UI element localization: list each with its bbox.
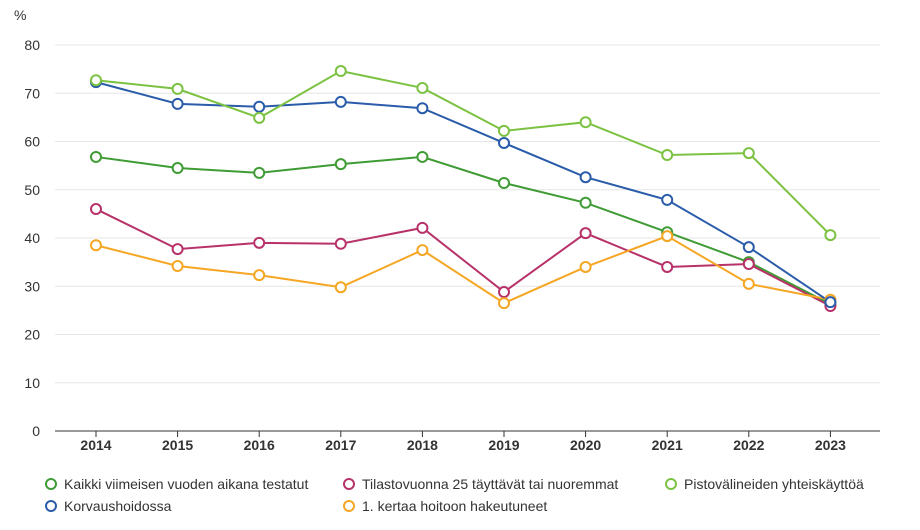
series-line	[95, 81, 831, 304]
legend-marker-icon	[45, 478, 57, 490]
legend-label: Pistovälineiden yhteiskäyttöä	[684, 476, 864, 492]
y-tick-label: 70	[24, 85, 40, 101]
legend-marker-icon	[343, 478, 355, 490]
data-point	[253, 100, 266, 113]
data-point	[579, 116, 592, 129]
data-point	[661, 193, 674, 206]
data-point	[171, 162, 184, 175]
y-tick-label: 50	[24, 182, 40, 198]
legend-item-kaikki[interactable]: Kaikki viimeisen vuoden aikana testatut	[45, 476, 308, 492]
legend-item-1-kertaa[interactable]: 1. kertaa hoitoon hakeutuneet	[343, 498, 547, 514]
y-tick-label: 80	[24, 37, 40, 53]
data-point	[824, 296, 837, 309]
data-point	[171, 243, 184, 256]
data-point	[498, 176, 510, 189]
x-tick-label: 2017	[325, 437, 356, 453]
data-point	[416, 102, 429, 115]
data-point	[498, 124, 510, 137]
data-point	[90, 239, 102, 252]
data-point	[334, 281, 347, 294]
series-line	[95, 234, 831, 305]
series-line	[95, 155, 831, 305]
x-tick-label: 2019	[488, 437, 519, 453]
legend-item-korvaushoidossa[interactable]: Korvaushoidossa	[45, 498, 171, 514]
legend-label: Kaikki viimeisen vuoden aikana testatut	[64, 476, 309, 492]
legend-marker-icon	[45, 500, 57, 512]
legend-label: Korvaushoidossa	[64, 498, 172, 514]
data-point	[824, 229, 837, 242]
data-point	[498, 297, 510, 310]
data-point	[498, 286, 510, 299]
x-tick-label: 2016	[244, 437, 275, 453]
y-tick-label: 30	[24, 278, 40, 294]
line-chart: 0 10 20 30 40 50 60 70 80% 2014 2015 2016 2017 2018 20…	[14, 7, 880, 453]
data-point	[742, 258, 755, 271]
x-tick-label: 2015	[162, 437, 193, 453]
data-point	[416, 244, 429, 257]
data-point	[661, 149, 674, 162]
x-tick-label: 2021	[652, 437, 683, 453]
data-point	[742, 147, 755, 160]
x-tick-label: 2018	[407, 437, 438, 453]
y-tick-label: 40	[24, 230, 40, 246]
data-point	[90, 74, 102, 87]
data-point	[416, 81, 429, 94]
data-point	[498, 136, 510, 149]
data-point	[334, 237, 347, 250]
data-point	[334, 95, 347, 108]
data-point	[90, 150, 102, 163]
legend-marker-icon	[665, 478, 677, 490]
data-point	[253, 166, 266, 179]
legend-label: 1. kertaa hoitoon hakeutuneet	[362, 498, 548, 514]
data-point	[253, 269, 266, 282]
y-tick-label: 60	[24, 134, 40, 150]
data-point	[661, 230, 674, 243]
data-point	[171, 82, 184, 95]
data-point	[742, 277, 755, 290]
legend-label: Tilastovuonna 25 täyttävät tai nuoremmat	[362, 476, 619, 492]
data-point	[171, 97, 184, 110]
data-point	[253, 111, 266, 124]
data-point	[90, 203, 102, 216]
y-axis-label: %	[14, 7, 26, 23]
data-point	[334, 65, 347, 78]
legend-marker-icon	[343, 500, 355, 512]
y-tick-label: 0	[32, 423, 40, 439]
series-line	[95, 208, 831, 307]
data-point	[334, 158, 347, 171]
data-point	[742, 241, 755, 254]
data-point	[661, 260, 674, 273]
y-tick-label: 10	[24, 375, 40, 391]
series-line	[95, 69, 832, 236]
legend-item-pistovalineiden[interactable]: Pistovälineiden yhteiskäyttöä	[665, 476, 864, 492]
y-tick-label: 20	[24, 327, 40, 343]
data-point	[171, 259, 184, 272]
x-tick-label: 2014	[80, 437, 111, 453]
data-point	[416, 150, 429, 163]
data-point	[579, 196, 592, 209]
data-point	[253, 236, 266, 249]
data-point	[416, 221, 429, 234]
x-tick-label: 2022	[733, 437, 764, 453]
legend-item-tilastovuonna[interactable]: Tilastovuonna 25 täyttävät tai nuoremmat	[343, 476, 618, 492]
data-point	[579, 171, 592, 184]
data-point	[579, 227, 592, 240]
data-point	[579, 260, 592, 273]
x-tick-label: 2020	[570, 437, 601, 453]
x-tick-label: 2023	[815, 437, 846, 453]
